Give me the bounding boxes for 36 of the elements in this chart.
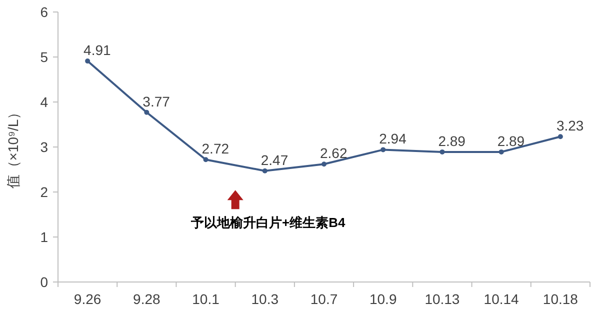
point bbox=[440, 149, 445, 154]
y-tick-label: 0 bbox=[40, 274, 48, 290]
y-tick-label: 3 bbox=[40, 139, 48, 155]
point bbox=[380, 147, 386, 152]
data-label: 2.94 bbox=[379, 130, 407, 147]
data-label: 2.72 bbox=[202, 140, 230, 157]
x-tick-label: 10.7 bbox=[310, 291, 338, 307]
point bbox=[203, 157, 208, 162]
data-label: 3.77 bbox=[142, 93, 170, 110]
y-axis-title: 值（×10⁹/L） bbox=[5, 105, 21, 189]
data-label: 4.91 bbox=[84, 42, 112, 58]
data-label: 3.23 bbox=[556, 118, 584, 134]
x-tick-label: 10.9 bbox=[369, 291, 397, 307]
y-tick-label: 2 bbox=[40, 184, 48, 200]
y-tick-label: 1 bbox=[40, 229, 48, 245]
x-tick-label: 9.26 bbox=[74, 291, 102, 307]
x-tick-label: 10.18 bbox=[542, 291, 578, 307]
x-tick-label: 10.3 bbox=[251, 291, 279, 307]
x-tick-label: 9.28 bbox=[133, 291, 161, 307]
data-label: 2.89 bbox=[497, 132, 525, 149]
point bbox=[322, 162, 326, 167]
y-tick-label: 4 bbox=[40, 94, 48, 110]
point bbox=[144, 110, 150, 115]
y-tick-label: 6 bbox=[40, 4, 48, 20]
point bbox=[558, 134, 563, 140]
x-tick-label: 10.14 bbox=[484, 291, 520, 307]
data-label: 2.89 bbox=[438, 132, 466, 149]
y-tick-label: 5 bbox=[40, 49, 48, 65]
point bbox=[85, 58, 90, 64]
annotation: 予以地榆升白片+维生素B4 bbox=[190, 215, 346, 230]
data-label: 2.62 bbox=[320, 145, 348, 162]
data-label: 2.47 bbox=[260, 152, 288, 168]
x-tick-label: 10.13 bbox=[424, 291, 460, 307]
point bbox=[498, 149, 504, 154]
point bbox=[262, 168, 268, 174]
x-tick-label: 10.1 bbox=[192, 291, 220, 307]
